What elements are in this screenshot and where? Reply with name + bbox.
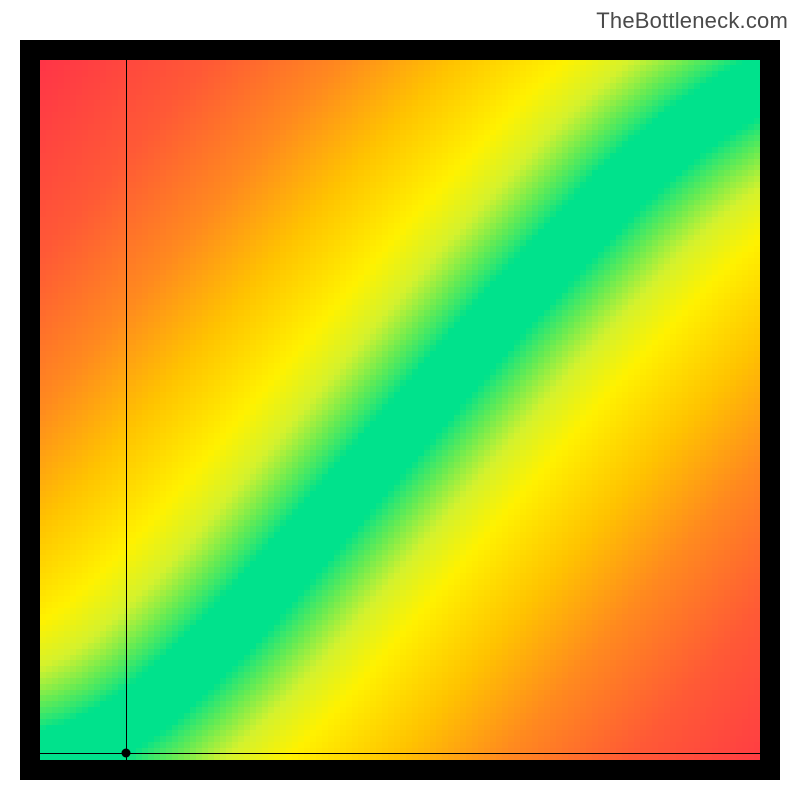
crosshair-dot <box>122 749 131 758</box>
chart-container: { "watermark": { "text": "TheBottleneck.… <box>0 0 800 800</box>
plot-frame <box>20 40 780 780</box>
bottleneck-heatmap <box>40 60 760 760</box>
crosshair-vertical-line <box>126 60 127 760</box>
crosshair-horizontal-line <box>40 753 760 754</box>
watermark-text: TheBottleneck.com <box>596 8 788 34</box>
